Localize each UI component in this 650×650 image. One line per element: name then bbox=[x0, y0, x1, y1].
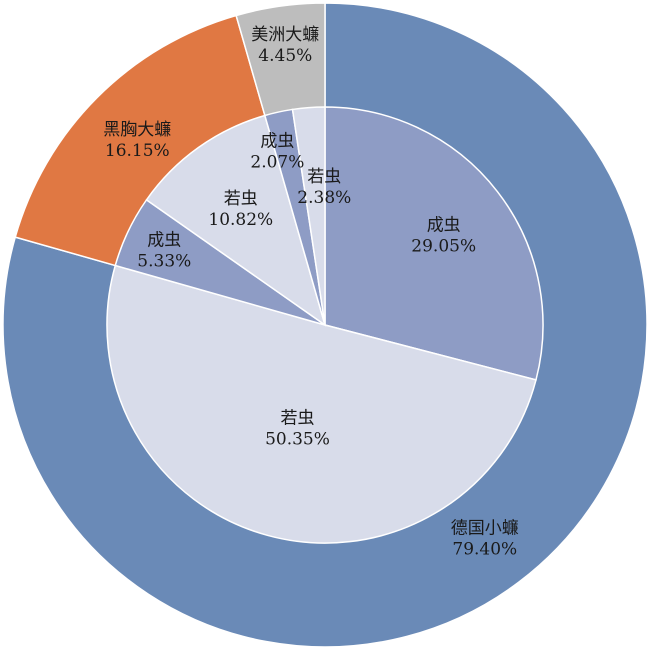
data-labels: 德国小蠊 79.40% 黑胸大蠊 16.15% 美洲大蠊 4.45% 成虫 29.05% 若虫 5… bbox=[103, 25, 519, 560]
inner-label-1: 若虫 50.35% bbox=[265, 408, 330, 449]
inner-slice-5 bbox=[291, 106, 326, 326]
inner-slice-1 bbox=[106, 264, 537, 544]
inner-slice-0 bbox=[324, 106, 544, 381]
inner-label-0: 成虫 29.05% bbox=[411, 215, 476, 256]
inner-label-5: 若虫 2.38% bbox=[297, 167, 351, 208]
inner-label-2: 成虫 5.33% bbox=[137, 231, 191, 272]
outer-label-0: 德国小蠊 79.40% bbox=[451, 518, 519, 559]
inner-slice-3 bbox=[145, 114, 327, 327]
outer-label-2: 美洲大蠊 4.45% bbox=[251, 25, 319, 66]
inner-label-4: 成虫 2.07% bbox=[250, 131, 304, 172]
inner-label-3: 若虫 10.82% bbox=[208, 189, 273, 230]
outer-label-1: 黑胸大蠊 16.15% bbox=[103, 120, 171, 161]
inner-ring bbox=[106, 106, 544, 544]
